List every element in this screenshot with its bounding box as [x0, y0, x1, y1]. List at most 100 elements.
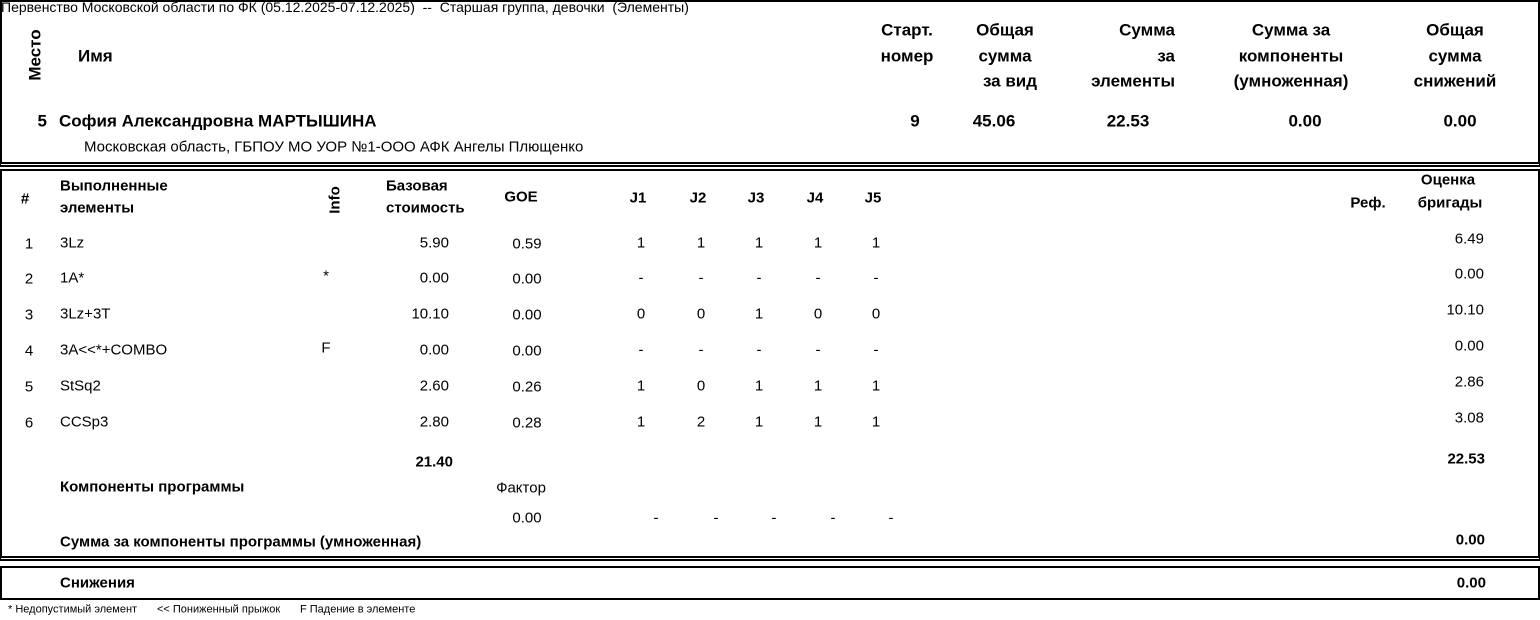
component-mark: -: [771, 509, 777, 527]
judge-mark: 1: [754, 377, 764, 395]
column-header: стоимость: [386, 199, 465, 217]
judge-mark: 1: [636, 377, 646, 395]
page-title: Первенство Московской области по ФК (05.…: [1, 0, 689, 15]
column-header: J2: [689, 189, 707, 207]
column-header: GOE: [504, 188, 538, 206]
judge-mark: 0: [813, 305, 823, 323]
element-goe: 0.28: [512, 414, 542, 432]
judge-mark: 1: [871, 234, 881, 252]
element-goe: 0.00: [512, 270, 542, 288]
component-mark: -: [653, 509, 659, 527]
judge-mark: -: [815, 341, 821, 359]
element-name: 3Lz+3T: [60, 305, 111, 323]
element-name: 3A<<*+COMBO: [60, 341, 168, 359]
element-number: 2: [24, 270, 34, 288]
element-info: F: [321, 339, 331, 357]
column-header: Старт.: [881, 20, 933, 40]
column-header: элементы: [60, 199, 135, 217]
element-base: 0.00: [419, 341, 449, 359]
column-header: J5: [864, 189, 882, 207]
element-goe: 0.00: [512, 306, 542, 324]
judge-mark: 1: [696, 234, 706, 252]
deductions-box: [0, 566, 1540, 600]
judge-mark: -: [756, 341, 762, 359]
deductions-value: 0.00: [1456, 574, 1486, 592]
judge-mark: -: [638, 341, 644, 359]
judge-mark: 0: [636, 305, 646, 323]
column-header: (умноженная): [1233, 71, 1349, 91]
skater-total: 45.06: [972, 111, 1016, 131]
judge-mark: 1: [754, 413, 764, 431]
skater-box: [0, 0, 1540, 167]
judge-mark: 1: [871, 413, 881, 431]
judge-mark: 0: [696, 305, 706, 323]
component-mark: -: [713, 509, 719, 527]
judge-mark: 1: [813, 413, 823, 431]
skater-start-no: 9: [910, 111, 920, 131]
element-name: StSq2: [60, 377, 101, 395]
judge-mark: 1: [813, 377, 823, 395]
element-number: 1: [24, 235, 34, 253]
legend-item: F Падение в элементе: [300, 603, 416, 616]
deductions-label: Снижения: [60, 574, 135, 592]
column-header: Info: [326, 186, 344, 214]
judge-mark: -: [698, 269, 704, 287]
judge-mark: 1: [636, 234, 646, 252]
column-header: Общая: [976, 20, 1034, 40]
factor-value: 0.00: [512, 509, 542, 527]
legend-item: << Пониженный прыжок: [157, 603, 281, 616]
element-score: 10.10: [1446, 301, 1484, 319]
column-header: компоненты: [1238, 46, 1344, 65]
factor-label: Фактор: [496, 479, 546, 497]
skater-deductions: 0.00: [1443, 111, 1477, 131]
column-header: Общая: [1426, 20, 1484, 40]
skater-elements: 22.53: [1106, 111, 1150, 131]
judge-mark: -: [756, 269, 762, 287]
judge-mark: -: [638, 269, 644, 287]
column-header: Выполненные: [60, 177, 168, 195]
score-total: 22.53: [1447, 450, 1485, 468]
element-score: 0.00: [1454, 337, 1484, 355]
column-header: Реф.: [1350, 194, 1386, 212]
column-header: снижений: [1413, 71, 1497, 91]
element-number: 5: [24, 378, 34, 396]
component-mark: -: [888, 509, 894, 527]
column-header: J4: [806, 189, 824, 207]
element-base: 0.00: [419, 269, 449, 287]
judge-mark: 1: [754, 305, 764, 323]
judge-mark: -: [815, 269, 821, 287]
judge-mark: -: [873, 269, 879, 287]
skater-place: 5: [37, 111, 47, 131]
element-number: 4: [24, 342, 34, 360]
components-sum: 0.00: [1455, 531, 1485, 549]
column-header: Сумма: [1119, 20, 1175, 40]
element-score: 3.08: [1454, 409, 1484, 427]
column-header: номер: [880, 46, 934, 65]
column-header: #: [20, 190, 30, 208]
element-number: 3: [24, 306, 34, 324]
column-header: J3: [747, 189, 765, 207]
element-name: CCSp3: [60, 413, 109, 431]
column-header: Сумма за: [1251, 20, 1331, 40]
element-goe: 0.26: [512, 378, 542, 396]
skater-club: Московская область, ГБПОУ МО УОР №1-ООО …: [84, 138, 584, 156]
element-goe: 0.59: [512, 235, 542, 253]
legend-item: * Недопустимый элемент: [8, 603, 138, 616]
judge-mark: 1: [754, 234, 764, 252]
column-header: J1: [629, 189, 647, 207]
place-header: Место: [25, 29, 45, 81]
judge-mark: 1: [636, 413, 646, 431]
element-score: 2.86: [1454, 373, 1484, 391]
element-base: 2.80: [419, 413, 449, 431]
element-base: 10.10: [411, 305, 449, 323]
column-header: Базовая: [386, 177, 448, 195]
name-header: Имя: [78, 46, 113, 66]
skater-name: София Александровна МАРТЫШИНА: [59, 111, 377, 131]
base-total: 21.40: [415, 453, 453, 471]
element-base: 2.60: [419, 377, 449, 395]
judge-mark: -: [873, 341, 879, 359]
column-header: сумма: [1428, 46, 1482, 65]
judge-mark: 0: [696, 377, 706, 395]
element-number: 6: [24, 414, 34, 432]
